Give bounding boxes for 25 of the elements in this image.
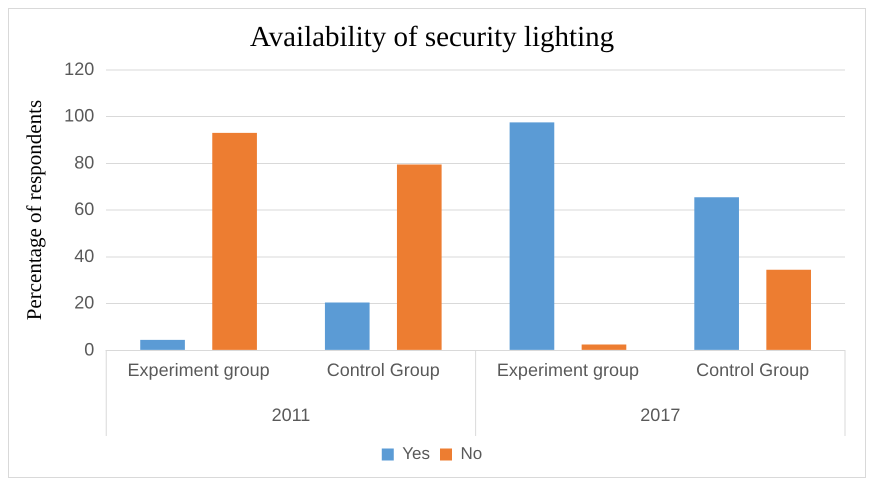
y-tick-label: 120: [64, 58, 94, 79]
legend-label: No: [460, 444, 482, 464]
x-tick-label: Experiment group: [128, 360, 270, 380]
y-tick-label: 100: [64, 106, 94, 126]
y-tick-label: 20: [74, 292, 94, 313]
y-tick-label: 40: [74, 246, 94, 266]
bar: [510, 122, 554, 350]
bar: [396, 164, 442, 350]
bar: [582, 344, 626, 350]
x-tick-label: Experiment group: [496, 360, 639, 380]
x-tick-label: Control Group: [326, 360, 440, 380]
chart-title: Availability of security lighting: [250, 21, 614, 54]
bar: [324, 302, 370, 350]
y-axis-title: Percentage of respondents: [22, 100, 46, 320]
y-tick-label: 0: [84, 339, 94, 360]
legend-label: Yes: [402, 444, 430, 464]
bar: [694, 197, 739, 350]
x-tick-label: Control Group: [696, 360, 810, 380]
bar: [766, 270, 811, 350]
text: 2017: [640, 404, 680, 425]
bar: [212, 132, 257, 350]
y-tick-label: 60: [74, 199, 94, 220]
bar: [140, 340, 185, 350]
y-tick-label: 80: [74, 152, 94, 172]
text: 2011: [272, 404, 310, 425]
